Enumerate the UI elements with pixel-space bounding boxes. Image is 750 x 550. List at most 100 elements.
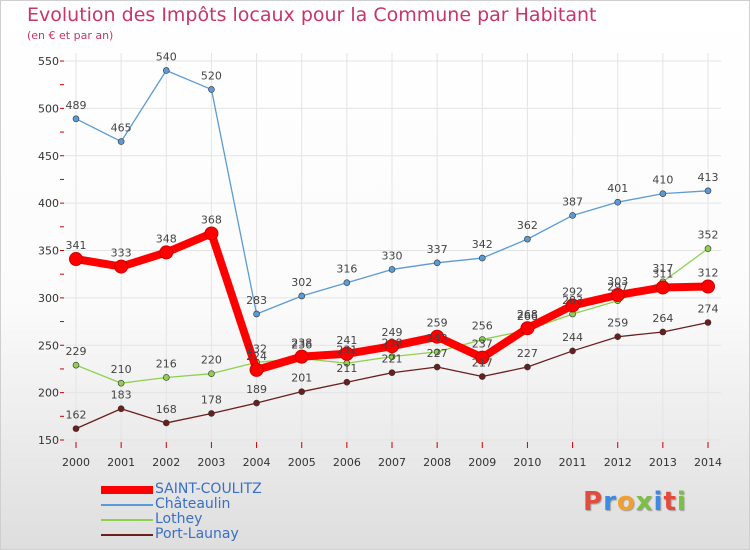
data-label-saint-coulitz-2002: 348 xyxy=(156,232,177,245)
legend-swatch-saint-coulitz xyxy=(101,486,153,494)
data-label-lothey-2012: 297 xyxy=(607,281,628,294)
data-point-chateaulin-2009 xyxy=(478,254,486,262)
y-tick-label-400: 400 xyxy=(38,197,59,210)
data-point-port-launay-2014 xyxy=(704,319,712,326)
data-label-lothey-2000: 229 xyxy=(66,345,87,358)
logo-letter: P xyxy=(583,487,604,517)
data-point-lothey-2007 xyxy=(388,353,396,360)
data-label-saint-coulitz-2013: 311 xyxy=(652,267,673,280)
data-label-chateaulin-2000: 489 xyxy=(66,99,87,112)
data-label-port-launay-2011: 244 xyxy=(562,331,583,344)
data-point-saint-coulitz-2010 xyxy=(520,321,535,336)
y-tick-label-250: 250 xyxy=(38,339,59,352)
data-point-chateaulin-2001 xyxy=(117,138,125,145)
data-point-chateaulin-2000 xyxy=(72,115,80,123)
data-label-port-launay-2001: 183 xyxy=(111,389,132,402)
data-point-chateaulin-2002 xyxy=(162,67,170,74)
data-point-saint-coulitz-2004 xyxy=(249,362,264,377)
data-label-lothey-2001: 210 xyxy=(111,363,132,376)
data-label-chateaulin-2003: 520 xyxy=(201,69,222,82)
x-tick-label-2006: 2006 xyxy=(333,456,361,469)
data-label-saint-coulitz-2007: 249 xyxy=(382,326,403,339)
legend-label-saint-coulitz: SAINT-COULITZ xyxy=(155,481,262,497)
data-label-port-launay-2005: 201 xyxy=(291,372,312,385)
data-point-saint-coulitz-2007 xyxy=(385,339,399,354)
data-point-port-launay-2004 xyxy=(253,399,260,407)
data-point-saint-coulitz-2008 xyxy=(430,329,445,344)
data-point-port-launay-2007 xyxy=(388,369,396,377)
logo-letter: i xyxy=(653,487,664,517)
data-point-saint-coulitz-2003 xyxy=(204,226,219,241)
data-point-lothey-2001 xyxy=(117,379,125,387)
x-tick-label-2007: 2007 xyxy=(378,456,406,469)
data-point-port-launay-2000 xyxy=(72,425,80,432)
data-label-chateaulin-2008: 337 xyxy=(427,243,448,256)
data-label-chateaulin-2011: 387 xyxy=(562,195,583,208)
x-tick-label-2008: 2008 xyxy=(423,456,451,469)
data-label-port-launay-2006: 211 xyxy=(336,362,357,375)
data-point-chateaulin-2011 xyxy=(569,212,576,219)
data-point-port-launay-2003 xyxy=(208,410,215,417)
data-label-saint-coulitz-2010: 268 xyxy=(517,308,538,321)
logo-letter: i xyxy=(676,487,687,517)
data-label-saint-coulitz-2003: 368 xyxy=(201,213,222,226)
data-label-saint-coulitz-2009: 237 xyxy=(472,338,493,351)
data-label-saint-coulitz-2008: 259 xyxy=(427,317,448,330)
legend-label-chateaulin: Châteaulin xyxy=(155,496,231,512)
data-point-saint-coulitz-2011 xyxy=(565,298,580,313)
data-label-saint-coulitz-2014: 312 xyxy=(698,267,719,280)
data-point-lothey-2014 xyxy=(704,245,712,252)
data-point-lothey-2009 xyxy=(478,336,486,343)
data-point-port-launay-2006 xyxy=(343,378,351,386)
y-tick-label-350: 350 xyxy=(38,245,59,258)
data-point-chateaulin-2006 xyxy=(343,279,351,287)
data-label-saint-coulitz-2004: 224 xyxy=(246,350,267,363)
data-label-lothey-2004: 232 xyxy=(246,342,267,355)
data-label-saint-coulitz-2001: 333 xyxy=(111,247,132,260)
chart-title: Evolution des Impôts locaux pour la Comm… xyxy=(27,4,597,26)
data-label-port-launay-2009: 217 xyxy=(472,357,493,370)
data-point-chateaulin-2003 xyxy=(208,86,215,93)
data-point-chateaulin-2005 xyxy=(298,292,306,300)
data-label-chateaulin-2007: 330 xyxy=(382,249,403,262)
data-point-port-launay-2013 xyxy=(659,328,667,336)
data-point-lothey-2003 xyxy=(208,370,215,377)
data-point-port-launay-2001 xyxy=(117,405,125,413)
data-label-lothey-2007: 238 xyxy=(382,337,403,350)
data-point-chateaulin-2004 xyxy=(253,310,260,318)
data-label-lothey-2011: 283 xyxy=(562,294,583,307)
data-label-chateaulin-2014: 413 xyxy=(698,171,719,184)
data-label-saint-coulitz-2011: 292 xyxy=(562,285,583,298)
data-label-chateaulin-2012: 401 xyxy=(607,182,628,195)
data-label-saint-coulitz-2012: 303 xyxy=(607,275,628,288)
data-point-chateaulin-2008 xyxy=(433,259,441,267)
data-label-chateaulin-2006: 316 xyxy=(336,263,357,276)
data-label-port-launay-2007: 221 xyxy=(382,353,403,366)
data-point-chateaulin-2013 xyxy=(659,190,667,197)
data-point-chateaulin-2012 xyxy=(614,198,622,206)
data-label-port-launay-2004: 189 xyxy=(246,383,267,396)
y-tick-label-500: 500 xyxy=(38,102,59,115)
data-point-saint-coulitz-2005 xyxy=(294,349,309,364)
data-label-saint-coulitz-2000: 341 xyxy=(66,239,87,252)
legend-label-port-launay: Port-Launay xyxy=(155,526,239,542)
data-point-saint-coulitz-2002 xyxy=(159,245,174,260)
data-label-chateaulin-2005: 302 xyxy=(291,276,312,289)
logo-letter: t xyxy=(663,487,677,517)
data-label-port-launay-2012: 259 xyxy=(607,317,628,330)
data-label-lothey-2002: 216 xyxy=(156,357,177,370)
data-label-port-launay-2002: 168 xyxy=(156,403,177,416)
data-label-chateaulin-2001: 465 xyxy=(111,122,132,135)
data-label-chateaulin-2004: 283 xyxy=(246,294,267,307)
x-tick-label-2011: 2011 xyxy=(559,456,587,469)
logo-letter: x xyxy=(635,487,654,517)
data-label-port-launay-2008: 227 xyxy=(427,347,448,360)
data-label-lothey-2005: 236 xyxy=(291,339,312,352)
data-label-lothey-2008: 243 xyxy=(427,332,448,345)
data-point-saint-coulitz-2000 xyxy=(69,252,83,267)
x-tick-label-2004: 2004 xyxy=(243,456,271,469)
data-label-port-launay-2003: 178 xyxy=(201,393,222,406)
data-label-lothey-2014: 352 xyxy=(698,229,719,242)
x-tick-label-2005: 2005 xyxy=(288,456,316,469)
data-point-port-launay-2008 xyxy=(433,363,441,371)
